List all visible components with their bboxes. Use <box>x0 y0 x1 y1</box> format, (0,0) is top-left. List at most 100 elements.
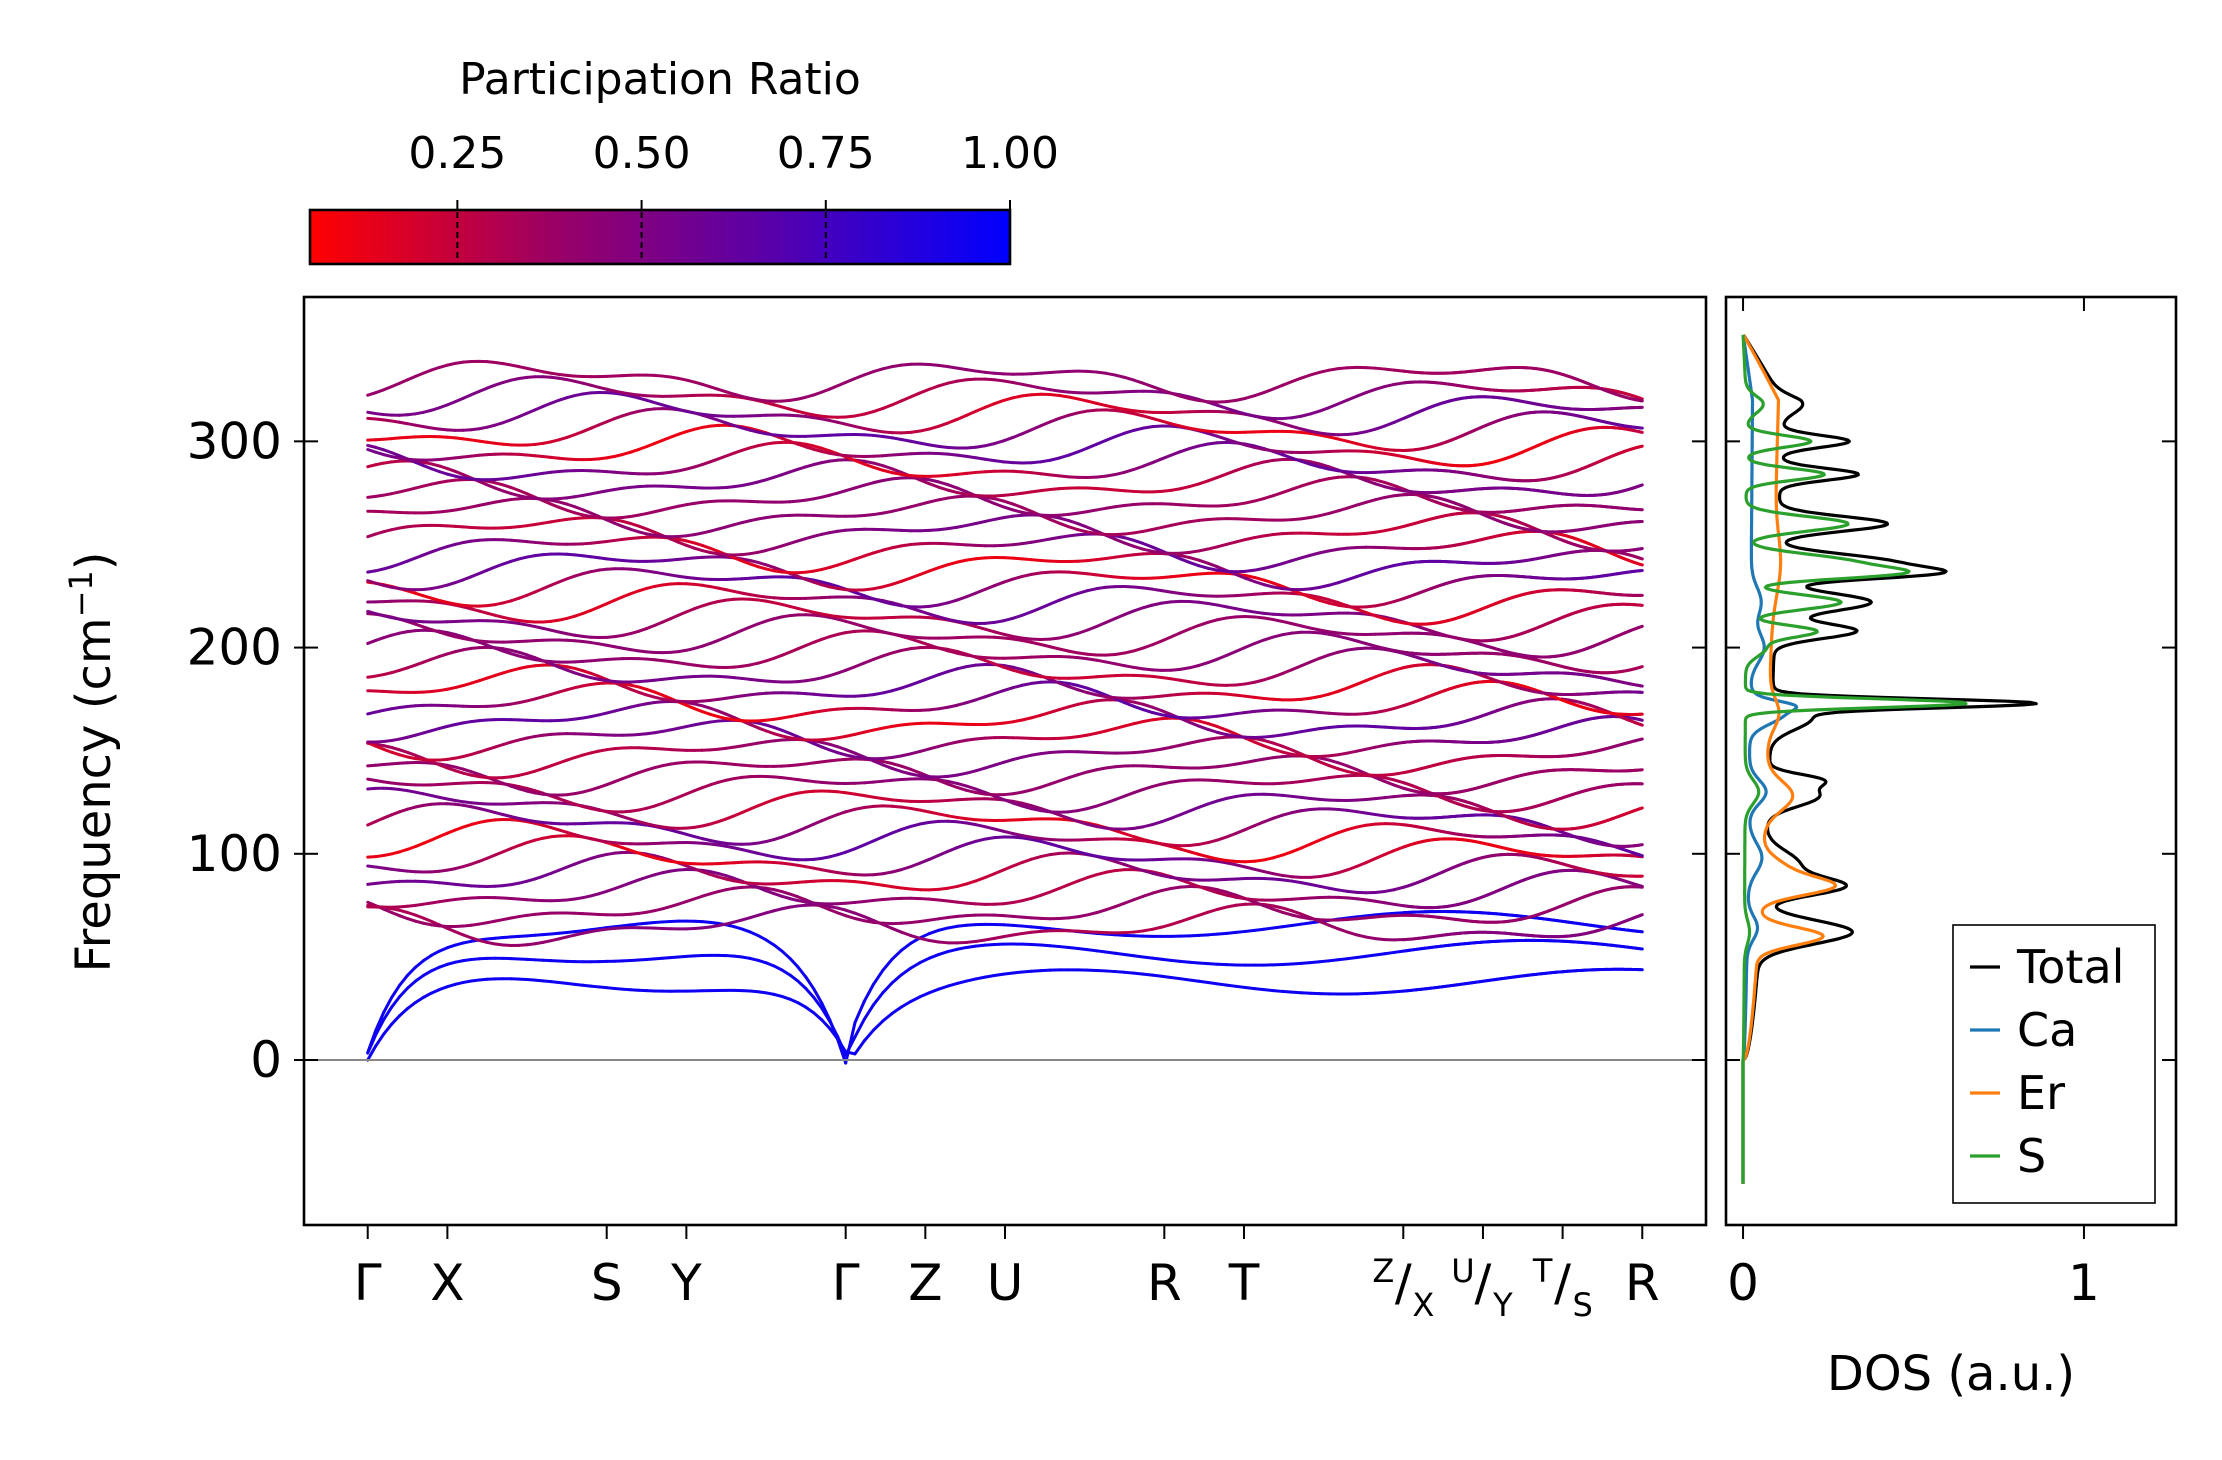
band-line-segment <box>1320 836 1329 840</box>
band-line-segment <box>855 1041 864 1054</box>
colorbar-tick-label: 1.00 <box>961 128 1059 179</box>
band-line-segment <box>1217 655 1226 659</box>
band-line-segment <box>874 993 883 1005</box>
band-line-segment <box>1097 623 1106 627</box>
band-line-segment <box>1357 681 1366 685</box>
band-line-segment <box>1050 519 1059 523</box>
colorbar-tick-label: 0.75 <box>777 128 875 179</box>
band-line-segment <box>976 407 985 411</box>
band-line-segment <box>864 984 873 1001</box>
band-line-segment <box>864 1030 873 1041</box>
band-line-segment <box>1310 840 1319 844</box>
band-line-segment <box>957 488 966 492</box>
band-line-segment <box>985 874 994 878</box>
band-line-segment <box>1004 866 1013 870</box>
band-line-segment <box>985 500 994 504</box>
band-line-segment <box>1041 422 1050 426</box>
band-line-segment <box>939 851 948 855</box>
band-line-segment <box>1115 539 1124 543</box>
band-line-segment <box>1106 437 1115 441</box>
band-line-segment <box>883 924 892 928</box>
band-line-segment <box>920 859 929 863</box>
colorbar-tick-label: 0.50 <box>593 128 691 179</box>
colorbar-title: Participation Ratio <box>459 54 861 105</box>
band-line-segment <box>901 943 910 950</box>
band-line-segment <box>1059 885 1068 889</box>
band-line-segment <box>1152 459 1161 463</box>
colorbar-tick-label: 0.25 <box>408 128 506 179</box>
band-line-segment <box>864 841 873 845</box>
band-line-segment <box>384 1024 392 1034</box>
band-line-segment <box>892 1007 901 1013</box>
band-line-segment <box>1227 651 1236 655</box>
band-line-segment <box>911 963 920 968</box>
band-line-segment <box>911 393 920 397</box>
band-line-segment <box>1022 430 1031 434</box>
band-line-segment <box>1097 440 1106 444</box>
band-line-segment <box>1338 400 1347 404</box>
band-line-segment <box>1032 426 1041 430</box>
band-line-segment <box>1152 641 1161 645</box>
band-line-segment <box>883 983 892 993</box>
band-line-segment <box>1162 637 1171 641</box>
band-line-segment <box>864 1005 873 1020</box>
band-line-segment <box>966 411 975 415</box>
band-line-segment <box>985 586 994 590</box>
band-line-segment <box>1301 662 1310 666</box>
band-line-segment <box>892 928 901 932</box>
band-line-segment <box>948 848 957 852</box>
band-line-segment <box>883 833 892 837</box>
band-line-segment <box>798 967 806 977</box>
band-line-segment <box>883 1013 892 1021</box>
band-line-segment <box>1087 444 1096 448</box>
band-line-segment <box>400 1009 408 1016</box>
band-line-segment <box>1106 619 1115 623</box>
band-line-segment <box>1394 419 1403 423</box>
band-line-segment <box>1329 404 1338 408</box>
band-line-segment <box>920 993 929 997</box>
band-line-segment <box>1320 762 1329 766</box>
band-line-segment <box>883 959 892 970</box>
band-line-segment <box>1366 677 1375 681</box>
band-line-segment <box>855 845 864 849</box>
band-line-segment <box>901 1002 910 1007</box>
band-line-segment <box>814 1013 822 1020</box>
band-line-segment <box>911 997 920 1002</box>
band-line-segment <box>1385 851 1394 855</box>
band-line-segment <box>892 950 901 959</box>
band-line-segment <box>1245 644 1254 648</box>
band-line-segment <box>1050 600 1059 604</box>
band-line-segment <box>1375 855 1384 859</box>
band-line-segment <box>782 951 790 958</box>
band-line-segment <box>994 870 1003 874</box>
band-line-segment <box>1087 527 1096 531</box>
band-line-segment <box>1162 455 1171 459</box>
band-line-segment <box>774 945 782 951</box>
band-line-segment <box>948 419 957 423</box>
band-line-segment <box>855 663 864 667</box>
band-line-segment <box>920 389 929 393</box>
band-line-segment <box>929 855 938 859</box>
band-line-segment <box>376 1034 384 1046</box>
band-line-segment <box>1357 863 1366 867</box>
band-line-segment <box>1171 633 1180 637</box>
band-line-segment <box>920 958 929 962</box>
band-line-segment <box>1115 615 1124 619</box>
band-line-segment <box>1190 722 1199 726</box>
band-line-segment <box>1022 508 1031 512</box>
band-line-segment <box>1180 811 1189 815</box>
band-line-segment <box>874 970 883 984</box>
band-line-segment <box>1292 666 1301 670</box>
band-line-segment <box>901 968 910 975</box>
band-line-segment <box>1348 396 1357 400</box>
band-line-segment <box>874 837 883 841</box>
band-line-segment <box>892 401 901 405</box>
band-line-segment <box>1013 434 1022 438</box>
band-line-segment <box>892 975 901 983</box>
band-line-segment <box>1236 830 1245 834</box>
band-line-segment <box>400 988 408 997</box>
band-line-segment <box>1180 629 1189 633</box>
band-line-segment <box>1245 826 1254 830</box>
band-line-segment <box>790 958 798 967</box>
